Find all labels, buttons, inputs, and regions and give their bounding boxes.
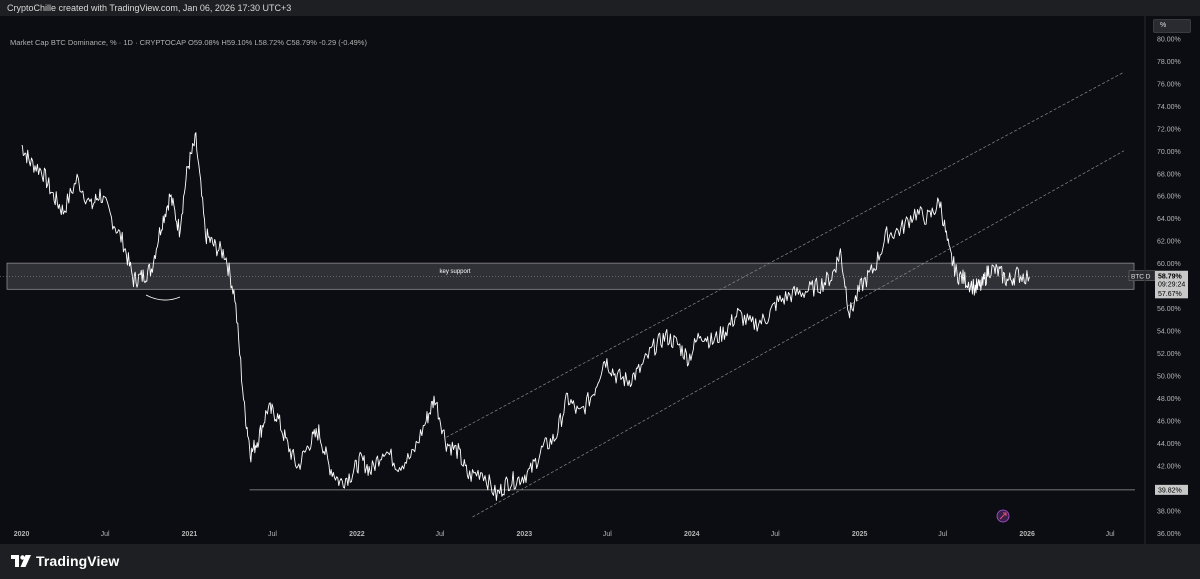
price-axis-label: 60.00%: [1157, 261, 1181, 268]
price-axis-label: 74.00%: [1157, 104, 1181, 111]
percent-scale-button[interactable]: %: [1153, 19, 1191, 33]
change-value: -0.29 (-0.49%): [319, 38, 367, 47]
bottom-bar: TradingView: [0, 544, 1200, 579]
countdown-tag: 09:29:24: [1158, 282, 1185, 289]
current-price-tag: 58.79%: [1158, 274, 1183, 281]
price-axis-label: 56.00%: [1157, 306, 1181, 313]
time-axis-label: 2024: [684, 531, 700, 538]
time-axis-label: 2020: [14, 531, 30, 538]
price-axis-label: 68.00%: [1157, 171, 1181, 178]
chart-svg[interactable]: key support 80.00% 78.00% 76.00% 74.00% 72.00…: [0, 16, 1200, 544]
low-value: 58.72%: [258, 38, 284, 47]
price-axis-label: 42.00%: [1157, 463, 1181, 470]
price-axis-label: 62.00%: [1157, 239, 1181, 246]
price-axis-label: 70.00%: [1157, 149, 1181, 156]
chart-area[interactable]: key support 80.00% 78.00% 76.00% 74.00% 72.00…: [0, 16, 1200, 544]
current-price-tag-box: [1155, 270, 1188, 289]
level-tag: 39.82%: [1158, 487, 1182, 494]
high-label: H: [221, 38, 227, 47]
tradingview-logo-text: TradingView: [36, 553, 120, 569]
price-axis-label: 46.00%: [1157, 418, 1181, 425]
price-axis-label: 38.00%: [1157, 508, 1181, 515]
price-axis-label: 66.00%: [1157, 194, 1181, 201]
drawn-curve-annotation[interactable]: [145, 294, 181, 301]
tradingview-logo[interactable]: TradingView: [10, 553, 119, 569]
price-axis-label: 36.00%: [1157, 531, 1181, 538]
ticker-tag: BTC.D: [1131, 274, 1151, 281]
key-support-label: key support: [439, 269, 470, 275]
price-axis-label: 76.00%: [1157, 81, 1181, 88]
price-axis-label: 54.00%: [1157, 329, 1181, 336]
price-axis-label: 72.00%: [1157, 126, 1181, 133]
level-tag-box: [1155, 484, 1188, 495]
price-axis-label: 44.00%: [1157, 441, 1181, 448]
close-value: 58.79%: [291, 38, 317, 47]
time-axis-label: 2022: [349, 531, 365, 538]
symbol-legend: Market Cap BTC Dominance, % · 1D · CRYPT…: [10, 38, 367, 47]
author-credit: CryptoChille created with TradingView.co…: [7, 3, 292, 13]
symbol-exchange: CRYPTOCAP: [139, 38, 186, 47]
tradingview-logo-icon: [11, 555, 31, 567]
price-axis-label: 50.00%: [1157, 373, 1181, 380]
event-marker-arrow-icon: [999, 512, 1007, 520]
symbol-interval: 1D: [123, 38, 133, 47]
time-axis-label: Jul: [268, 531, 277, 538]
price-axis-label: 78.00%: [1157, 59, 1181, 66]
close-label: C: [286, 38, 292, 47]
price-axis-label: 52.00%: [1157, 351, 1181, 358]
time-axis-label: 2023: [517, 531, 533, 538]
top-bar: CryptoChille created with TradingView.co…: [0, 0, 1200, 17]
time-axis-label: Jul: [603, 531, 612, 538]
time-axis-label: 2026: [1019, 531, 1035, 538]
time-axis-label: Jul: [101, 531, 110, 538]
low-label: L: [254, 38, 259, 47]
time-axis-label: Jul: [435, 531, 444, 538]
upper-channel-line[interactable]: [446, 71, 1125, 438]
price-axis-label: 48.00%: [1157, 396, 1181, 403]
high-value: 59.10%: [226, 38, 253, 47]
time-axis-label: 2021: [182, 531, 198, 538]
zone-low-tag-box: [1155, 288, 1188, 299]
btc-dominance-series[interactable]: [21, 132, 1030, 501]
open-value: 59.08%: [193, 38, 220, 47]
time-axis-label: Jul: [1106, 531, 1115, 538]
time-axis-label: 2025: [852, 531, 868, 538]
lower-channel-line[interactable]: [472, 150, 1125, 518]
open-label: O: [188, 38, 194, 47]
time-axis-label: Jul: [938, 531, 947, 538]
price-axis-label: 80.00%: [1157, 36, 1181, 43]
zone-low-tag: 57.67%: [1158, 291, 1182, 298]
key-support-zone[interactable]: [6, 262, 1135, 290]
price-axis-label: 64.00%: [1157, 216, 1181, 223]
symbol-name: Market Cap BTC Dominance, %: [10, 38, 117, 47]
time-axis-label: Jul: [771, 531, 780, 538]
